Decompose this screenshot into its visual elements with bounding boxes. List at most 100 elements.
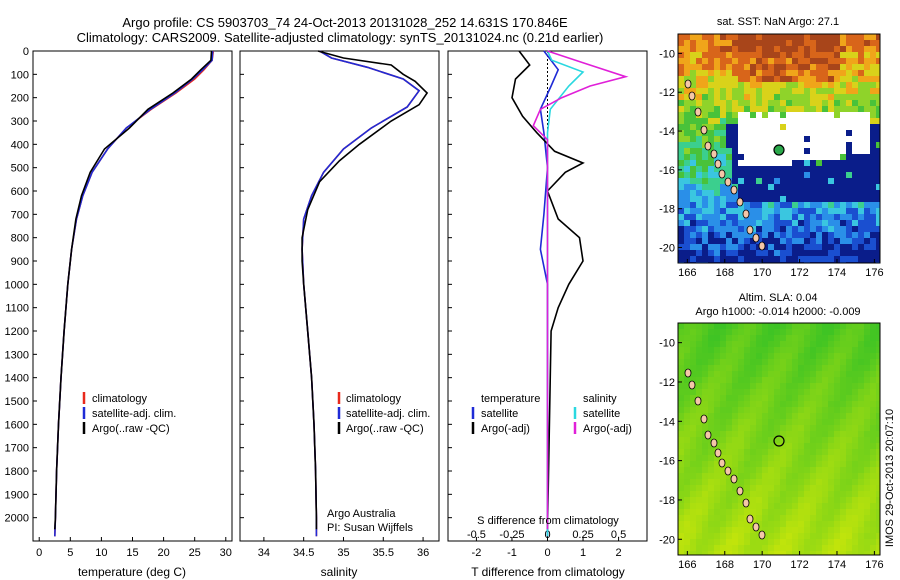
sla-cell — [762, 425, 768, 431]
sla-cell — [732, 341, 738, 347]
sst-cell — [786, 154, 792, 160]
sla-cell — [768, 443, 774, 449]
sst-cell — [768, 40, 774, 46]
sla-cell — [732, 461, 738, 467]
sla-cell — [870, 335, 876, 341]
sla-cell — [774, 389, 780, 395]
sla-cell — [780, 461, 786, 467]
sst-cell — [792, 232, 798, 238]
sst-cell — [786, 190, 792, 196]
sla-cell — [864, 443, 870, 449]
sla-cell — [774, 353, 780, 359]
sst-heatmap — [678, 34, 880, 263]
sst-cell — [708, 190, 714, 196]
sst-cell — [846, 256, 852, 262]
sla-cell — [684, 431, 690, 437]
sst-cell — [870, 142, 876, 148]
sla-cell — [762, 431, 768, 437]
sst-cell — [696, 250, 702, 256]
sla-cell — [876, 485, 880, 491]
x-tick-label: 15 — [126, 547, 138, 559]
sst-cell — [852, 196, 858, 202]
sla-cell — [846, 527, 852, 533]
sla-cell — [864, 377, 870, 383]
sst-cell — [756, 232, 762, 238]
sla-cell — [834, 515, 840, 521]
sst-cell — [714, 118, 720, 124]
sla-cell — [834, 545, 840, 551]
sla-cell — [714, 461, 720, 467]
sst-cell — [834, 154, 840, 160]
profile-line-t-argo-adj- — [511, 50, 585, 530]
sla-cell — [762, 521, 768, 527]
sla-cell — [786, 533, 792, 539]
sla-cell — [834, 437, 840, 443]
sla-cell — [846, 545, 852, 551]
sst-cell — [720, 208, 726, 214]
sst-cell — [744, 184, 750, 190]
sla-cell — [798, 323, 804, 329]
sst-cell — [744, 112, 750, 118]
sla-cell — [732, 491, 738, 497]
sla-cell — [828, 389, 834, 395]
sst-cell — [678, 220, 684, 226]
sst-cell — [678, 124, 684, 130]
sst-cell — [870, 112, 876, 118]
sst-cell — [684, 244, 690, 250]
sla-cell — [840, 527, 846, 533]
sst-cell — [810, 82, 816, 88]
sst-cell — [798, 244, 804, 250]
sst-cell — [798, 58, 804, 64]
sla-cell — [870, 401, 876, 407]
sst-cell — [828, 232, 834, 238]
sla-cell — [768, 413, 774, 419]
sla-cell — [732, 521, 738, 527]
sla-cell — [690, 521, 696, 527]
sst-cell — [744, 52, 750, 58]
sst-cell — [714, 46, 720, 52]
sst-cell — [738, 160, 744, 166]
sst-cell — [864, 256, 870, 262]
sst-cell — [744, 178, 750, 184]
sst-cell — [726, 82, 732, 88]
sla-cell — [708, 437, 714, 443]
sla-cell — [732, 371, 738, 377]
profile-line-s-argo-adj- — [532, 50, 629, 530]
sla-cell — [702, 341, 708, 347]
sst-cell — [792, 172, 798, 178]
sst-cell — [738, 172, 744, 178]
sst-cell — [720, 196, 726, 202]
sla-cell — [846, 455, 852, 461]
sst-cell — [762, 184, 768, 190]
sla-cell — [816, 449, 822, 455]
sst-cell — [804, 154, 810, 160]
sst-cell — [714, 208, 720, 214]
sla-cell — [780, 473, 786, 479]
sla-cell — [846, 539, 852, 545]
sla-cell — [774, 395, 780, 401]
sst-cell — [876, 130, 880, 136]
sst-cell — [768, 226, 774, 232]
sst-cell — [774, 94, 780, 100]
sla-cell — [870, 437, 876, 443]
sla-cell — [852, 485, 858, 491]
sla-cell — [714, 521, 720, 527]
sst-cell — [696, 208, 702, 214]
sst-cell — [876, 220, 880, 226]
sla-cell — [708, 473, 714, 479]
sst-cell — [840, 196, 846, 202]
sla-cell — [834, 329, 840, 335]
sla-cell — [684, 419, 690, 425]
map-y-tick-label: -16 — [659, 456, 675, 468]
sla-cell — [720, 467, 726, 473]
sst-cell — [852, 34, 858, 40]
sst-cell — [750, 118, 756, 124]
sst-cell — [738, 76, 744, 82]
sst-cell — [726, 208, 732, 214]
sla-cell — [846, 461, 852, 467]
sst-cell — [858, 136, 864, 142]
sst-cell — [786, 256, 792, 262]
sla-cell — [822, 377, 828, 383]
sla-cell — [792, 377, 798, 383]
sla-cell — [702, 545, 708, 551]
